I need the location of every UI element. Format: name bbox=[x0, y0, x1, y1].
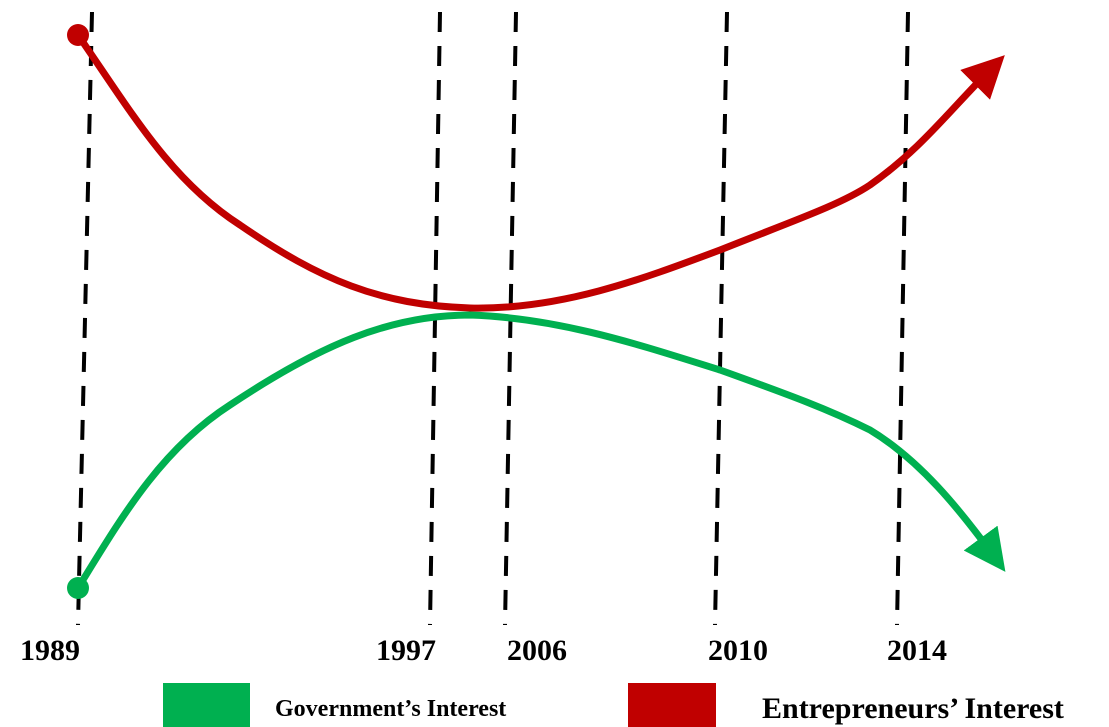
government-curve bbox=[75, 311, 1006, 590]
year-label: 1997 bbox=[376, 634, 436, 667]
year-label: 2010 bbox=[708, 634, 768, 667]
start-dot bbox=[67, 24, 89, 46]
divider bbox=[713, 11, 729, 626]
year-label: 2006 bbox=[507, 634, 567, 667]
legend-label: Entrepreneurs’ Interest bbox=[762, 692, 1064, 725]
legend-label: Government’s Interest bbox=[275, 696, 506, 722]
divider bbox=[895, 11, 910, 626]
year-labels: 1989 1997 2006 2010 2014 bbox=[20, 634, 947, 667]
legend-swatch bbox=[163, 683, 250, 727]
start-dot bbox=[67, 577, 89, 599]
legend-swatch bbox=[628, 683, 716, 727]
year-label: 1989 bbox=[20, 634, 80, 667]
entrepreneurs-curve bbox=[75, 33, 1005, 312]
divider bbox=[76, 11, 94, 626]
year-label: 2014 bbox=[887, 634, 947, 667]
